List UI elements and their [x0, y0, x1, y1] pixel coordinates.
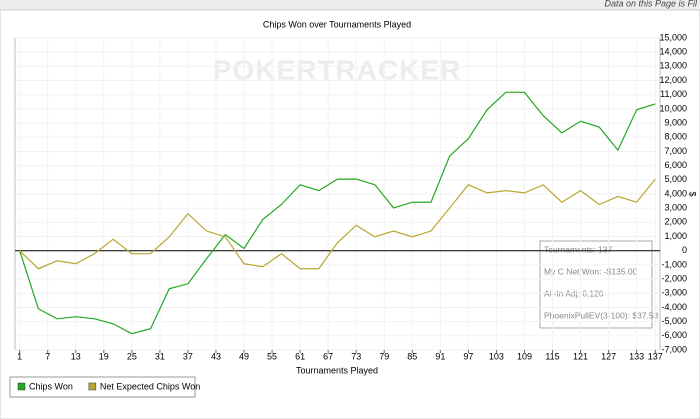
- y-tick-label: 6,000: [664, 160, 687, 170]
- y-tick-label: 15,000: [659, 32, 687, 42]
- x-tick-label: 103: [489, 351, 504, 361]
- y-axis-label: $: [688, 191, 698, 196]
- header-note: Data on this Page is Fil: [604, 0, 698, 8]
- chart-title: Chips Won over Tournaments Played: [263, 19, 411, 29]
- y-tick-label: 10,000: [659, 103, 687, 113]
- x-tick-label: 37: [183, 351, 193, 361]
- x-axis-label: Tournaments Played: [296, 365, 378, 375]
- tooltip-line: My C Net Won: -$135.00: [544, 266, 638, 276]
- x-tick-label: 91: [435, 351, 445, 361]
- legend-label: Chips Won: [29, 381, 73, 391]
- x-tick-label: 55: [267, 351, 277, 361]
- y-tick-label: 0: [682, 245, 687, 255]
- x-tick-label: 19: [99, 351, 109, 361]
- x-tick-label: 127: [601, 351, 616, 361]
- y-tick-label: 8,000: [664, 132, 687, 142]
- x-tick-label: 73: [351, 351, 361, 361]
- y-tick-label: 14,000: [659, 47, 687, 57]
- x-tick-label: 121: [573, 351, 588, 361]
- x-tick-label: 7: [45, 351, 50, 361]
- y-tick-label: -7,000: [661, 344, 687, 354]
- panel: [0, 9, 700, 419]
- x-tick-label: 115: [545, 351, 559, 361]
- x-tick-label: 137: [648, 351, 663, 361]
- legend-swatch: [88, 382, 97, 391]
- x-tick-label: 79: [379, 351, 389, 361]
- y-tick-label: 1,000: [664, 231, 687, 241]
- y-tick-label: 11,000: [660, 89, 687, 99]
- series-line: [19, 178, 656, 270]
- y-tick-label: -6,000: [661, 330, 687, 340]
- y-tick-label: -3,000: [661, 288, 687, 298]
- tooltip-line: Tournaments: 137: [544, 244, 612, 254]
- x-tick-label: 1: [17, 351, 22, 361]
- y-tick-label: 5,000: [664, 174, 687, 184]
- legend-swatch: [17, 382, 26, 391]
- x-tick-label: 13: [71, 351, 81, 361]
- x-tick-label: 31: [155, 351, 165, 361]
- y-tick-label: -4,000: [661, 302, 687, 312]
- x-tick-label: 85: [407, 351, 417, 361]
- y-tick-label: -5,000: [661, 316, 687, 326]
- x-tick-label: 133: [629, 351, 644, 361]
- y-tick-label: 4,000: [664, 188, 687, 198]
- x-tick-label: 61: [295, 351, 305, 361]
- y-tick-label: 9,000: [664, 117, 687, 127]
- top-bar: [0, 0, 700, 10]
- legend-label: Net Expected Chips Won: [100, 381, 200, 391]
- legend-box: [9, 376, 196, 398]
- y-tick-label: 13,000: [659, 61, 687, 71]
- x-tick-label: 43: [211, 351, 221, 361]
- legend: Chips Won Net Expected Chips Won: [9, 376, 200, 398]
- y-tick-label: 2,000: [664, 217, 687, 227]
- x-tick-label: 49: [239, 351, 249, 361]
- x-tick-label: 25: [127, 351, 137, 361]
- series-line: [19, 91, 656, 335]
- tooltip-line: PhoenixPullEV(3-100): $37.53: [544, 310, 659, 320]
- y-tick-label: 7,000: [664, 146, 687, 156]
- tooltip-box: [539, 240, 653, 329]
- y-tick-label: 3,000: [664, 203, 687, 213]
- y-tick-label: 12,000: [659, 75, 687, 85]
- x-tick-label: 109: [517, 351, 532, 361]
- y-tick-label: -1,000: [661, 259, 687, 269]
- x-tick-label: 97: [463, 351, 473, 361]
- x-tick-label: 67: [323, 351, 333, 361]
- y-tick-label: -2,000: [661, 273, 687, 283]
